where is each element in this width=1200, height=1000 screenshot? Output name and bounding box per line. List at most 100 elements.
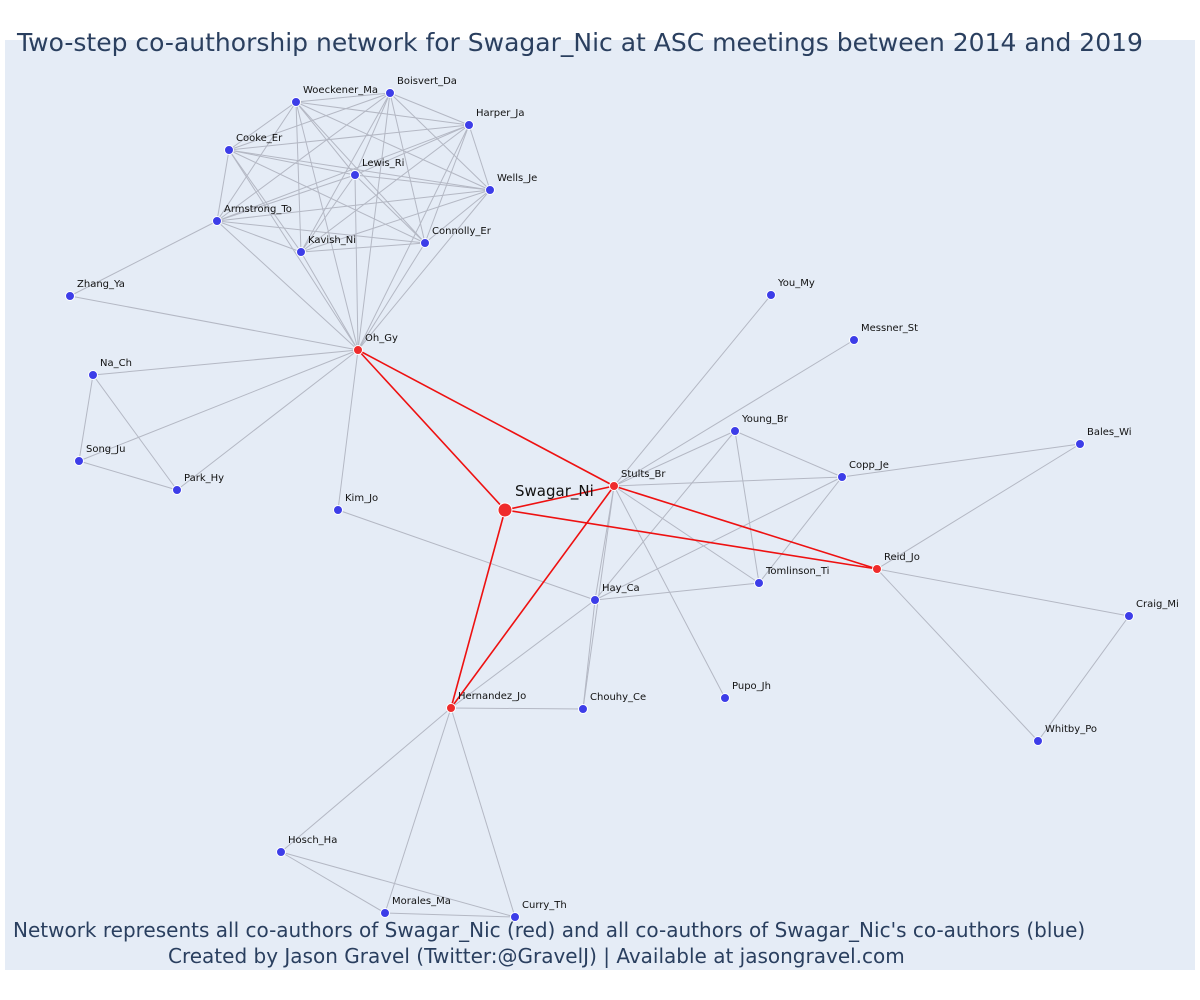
edge-Lewis_Ri-Armstrong_To bbox=[216, 174, 356, 222]
edge-Cooke_Er-Oh_Gy bbox=[228, 149, 359, 351]
edge-Armstrong_To-Oh_Gy bbox=[216, 220, 359, 351]
node-label-Chouhy_Ce: Chouhy_Ce bbox=[590, 692, 646, 703]
edge-Swagar_Ni-Reid_Jo bbox=[504, 509, 878, 570]
edge-Boisvert_Da-Oh_Gy bbox=[357, 92, 391, 351]
edge-Cooke_Er-Wells_Je bbox=[228, 149, 491, 191]
node-Park_Hy[interactable] bbox=[172, 485, 182, 495]
edge-Harper_Ja-Connolly_Er bbox=[424, 124, 470, 244]
edge-Copp_Je-Bales_Wi bbox=[841, 443, 1081, 478]
edge-Lewis_Ri-Oh_Gy bbox=[354, 174, 359, 351]
footer-description: Network represents all co-authors of Swa… bbox=[13, 918, 1086, 942]
edge-Harper_Ja-Lewis_Ri bbox=[354, 124, 470, 176]
node-Oh_Gy[interactable] bbox=[353, 345, 363, 355]
node-Na_Ch[interactable] bbox=[88, 370, 98, 380]
edge-Boisvert_Da-Wells_Je bbox=[389, 92, 491, 191]
node-Kim_Jo[interactable] bbox=[333, 505, 343, 515]
edge-Reid_Jo-Whitby_Po bbox=[876, 568, 1039, 742]
node-Kavish_Ni[interactable] bbox=[296, 247, 306, 257]
edge-Stults_Br-Copp_Je bbox=[613, 476, 843, 487]
edge-Swagar_Ni-Oh_Gy bbox=[357, 349, 506, 511]
node-label-Morales_Ma: Morales_Ma bbox=[392, 896, 451, 907]
edge-Swagar_Ni-Hernandez_Jo bbox=[450, 509, 506, 709]
edge-Oh_Gy-Na_Ch bbox=[92, 349, 359, 376]
edge-Lewis_Ri-Wells_Je bbox=[354, 174, 491, 191]
edge-Hay_Ca-Chouhy_Ce bbox=[582, 599, 596, 710]
node-Curry_Th[interactable] bbox=[510, 912, 520, 922]
node-Boisvert_Da[interactable] bbox=[385, 88, 395, 98]
edge-Wells_Je-Connolly_Er bbox=[424, 189, 491, 244]
chart-title: Two-step co-authorship network for Swaga… bbox=[17, 28, 1143, 57]
node-label-Kavish_Ni: Kavish_Ni bbox=[308, 235, 356, 246]
edge-Young_Br-Hay_Ca bbox=[594, 430, 736, 601]
edge-Kavish_Ni-Oh_Gy bbox=[300, 251, 359, 351]
node-Harper_Ja[interactable] bbox=[464, 120, 474, 130]
node-Pupo_Jh[interactable] bbox=[720, 693, 730, 703]
node-Reid_Jo[interactable] bbox=[872, 564, 882, 574]
edge-Oh_Gy-Song_Ju bbox=[78, 349, 359, 462]
node-Chouhy_Ce[interactable] bbox=[578, 704, 588, 714]
edge-Connolly_Er-Oh_Gy bbox=[357, 242, 426, 351]
edge-Boisvert_Da-Armstrong_To bbox=[216, 92, 391, 222]
node-label-Cooke_Er: Cooke_Er bbox=[236, 133, 283, 144]
node-label-Reid_Jo: Reid_Jo bbox=[884, 552, 920, 563]
node-Cooke_Er[interactable] bbox=[224, 145, 234, 155]
node-Stults_Br[interactable] bbox=[609, 481, 619, 491]
node-Armstrong_To[interactable] bbox=[212, 216, 222, 226]
edge-Armstrong_To-Kavish_Ni bbox=[216, 220, 302, 253]
edge-Copp_Je-Hay_Ca bbox=[594, 476, 843, 601]
edge-Lewis_Ri-Kavish_Ni bbox=[300, 174, 356, 253]
node-Zhang_Ya[interactable] bbox=[65, 291, 75, 301]
edge-Stults_Br-Young_Br bbox=[613, 430, 736, 487]
edge-Boisvert_Da-Cooke_Er bbox=[228, 92, 391, 151]
edge-Woeckener_Ma-Wells_Je bbox=[295, 101, 491, 191]
edge-Na_Ch-Park_Hy bbox=[92, 374, 178, 491]
node-Hosch_Ha[interactable] bbox=[276, 847, 286, 857]
edge-Woeckener_Ma-Oh_Gy bbox=[295, 101, 359, 351]
edge-Na_Ch-Song_Ju bbox=[78, 374, 94, 462]
node-Young_Br[interactable] bbox=[730, 426, 740, 436]
edge-Morales_Ma-Curry_Th bbox=[384, 912, 516, 918]
edge-Boisvert_Da-Lewis_Ri bbox=[354, 92, 391, 176]
node-label-Hosch_Ha: Hosch_Ha bbox=[288, 835, 337, 846]
node-Lewis_Ri[interactable] bbox=[350, 170, 360, 180]
node-Craig_Mi[interactable] bbox=[1124, 611, 1134, 621]
edge-Woeckener_Ma-Kavish_Ni bbox=[295, 101, 302, 253]
edge-Hernandez_Jo-Hosch_Ha bbox=[280, 707, 452, 853]
edge-Boisvert_Da-Connolly_Er bbox=[389, 92, 426, 244]
node-label-Bales_Wi: Bales_Wi bbox=[1087, 427, 1132, 438]
node-Connolly_Er[interactable] bbox=[420, 238, 430, 248]
node-label-Na_Ch: Na_Ch bbox=[100, 358, 132, 369]
node-Whitby_Po[interactable] bbox=[1033, 736, 1043, 746]
node-label-Wells_Je: Wells_Je bbox=[497, 173, 537, 184]
node-label-Tomlinson_Ti: Tomlinson_Ti bbox=[765, 566, 829, 577]
plot-area: Swagar_Ni Oh_Gy Stults_Br Reid_Jo Hernandez_… bbox=[5, 40, 1195, 970]
node-Tomlinson_Ti[interactable] bbox=[754, 578, 764, 588]
node-Hernandez_Jo[interactable] bbox=[446, 703, 456, 713]
node-You_My[interactable] bbox=[766, 290, 776, 300]
node-Hay_Ca[interactable] bbox=[590, 595, 600, 605]
node-Bales_Wi[interactable] bbox=[1075, 439, 1085, 449]
edge-Oh_Gy-Zhang_Ya bbox=[69, 295, 359, 351]
edge-Kim_Jo-Hay_Ca bbox=[337, 509, 596, 601]
node-Copp_Je[interactable] bbox=[837, 472, 847, 482]
node-Wells_Je[interactable] bbox=[485, 185, 495, 195]
edge-Harper_Ja-Kavish_Ni bbox=[300, 124, 470, 253]
node-Woeckener_Ma[interactable] bbox=[291, 97, 301, 107]
edge-Armstrong_To-Connolly_Er bbox=[216, 220, 426, 244]
edge-Hosch_Ha-Curry_Th bbox=[280, 851, 516, 918]
node-Song_Ju[interactable] bbox=[74, 456, 84, 466]
node-label-Armstrong_To: Armstrong_To bbox=[224, 204, 292, 215]
edge-Stults_Br-You_My bbox=[613, 294, 772, 487]
edge-Cooke_Er-Connolly_Er bbox=[228, 149, 426, 244]
footer-credit: Created by Jason Gravel (Twitter:@Gravel… bbox=[168, 944, 905, 968]
node-label-Hay_Ca: Hay_Ca bbox=[602, 583, 640, 594]
edge-Woeckener_Ma-Cooke_Er bbox=[228, 101, 297, 151]
edge-Woeckener_Ma-Lewis_Ri bbox=[295, 101, 356, 176]
edge-Craig_Mi-Whitby_Po bbox=[1037, 615, 1130, 742]
edge-Oh_Gy-Park_Hy bbox=[176, 349, 359, 491]
node-Morales_Ma[interactable] bbox=[380, 908, 390, 918]
node-Messner_St[interactable] bbox=[849, 335, 859, 345]
edge-Hay_Ca-Hernandez_Jo bbox=[450, 599, 596, 709]
node-label-Connolly_Er: Connolly_Er bbox=[432, 226, 492, 237]
node-Swagar_Ni[interactable] bbox=[497, 502, 513, 518]
